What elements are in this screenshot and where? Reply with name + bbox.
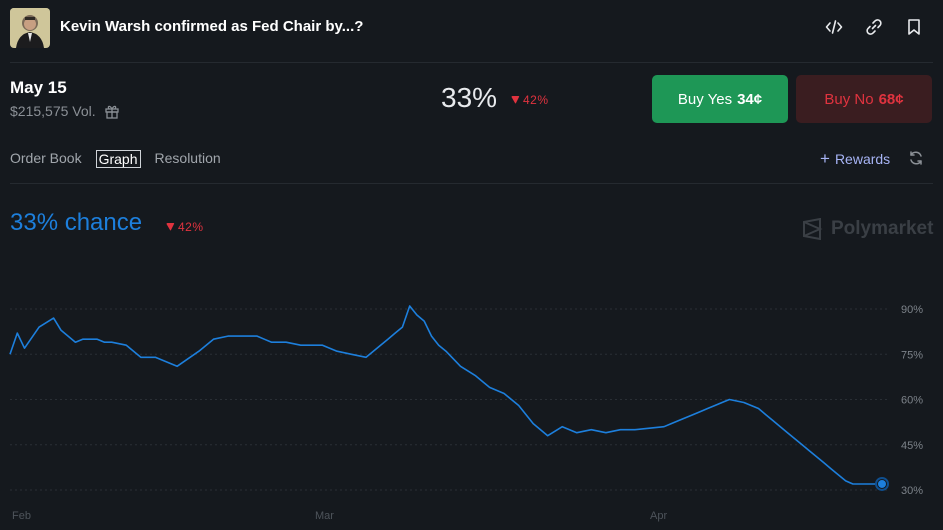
outcome-volume: $215,575 Vol. bbox=[10, 103, 120, 119]
y-tick-label: 45% bbox=[901, 440, 923, 452]
watermark-text: Polymarket bbox=[831, 218, 934, 239]
down-arrow-icon bbox=[166, 223, 175, 231]
embed-code-icon[interactable] bbox=[824, 17, 844, 37]
current-point-marker[interactable] bbox=[878, 479, 886, 488]
volume-text: $215,575 Vol. bbox=[10, 103, 96, 119]
tab-order-book[interactable]: Order Book bbox=[10, 150, 82, 166]
detail-tabs: Order Book Graph Resolution bbox=[10, 150, 235, 168]
chance-change-value: 42% bbox=[178, 220, 204, 234]
chance-text: 33% chance bbox=[10, 209, 143, 236]
rewards-button[interactable]: + Rewards bbox=[820, 149, 891, 168]
rewards-label: Rewards bbox=[834, 151, 891, 167]
y-tick-label: 75% bbox=[901, 349, 923, 361]
polymarket-watermark: Polymarket bbox=[801, 218, 933, 240]
buy-no-label: Buy No bbox=[824, 90, 874, 108]
market-avatar bbox=[10, 8, 50, 48]
buy-yes-label: Buy Yes bbox=[677, 90, 733, 108]
buy-no-button[interactable]: Buy No 68¢ bbox=[796, 75, 932, 123]
probability-chart[interactable]: 90% 75% 60% 45% 30% Feb Mar Apr bbox=[0, 290, 943, 530]
tab-graph[interactable]: Graph bbox=[95, 150, 141, 168]
buy-no-price: 68¢ bbox=[878, 90, 904, 108]
buy-yes-price: 34¢ bbox=[737, 90, 763, 108]
x-tick-label: Apr bbox=[650, 510, 667, 522]
market-header: Kevin Warsh confirmed as Fed Chair by...… bbox=[0, 0, 943, 56]
outcome-change: 42% bbox=[511, 93, 549, 107]
outcome-change-value: 42% bbox=[523, 93, 549, 107]
polymarket-logo-icon bbox=[803, 218, 823, 240]
down-arrow-icon bbox=[511, 96, 520, 104]
header-divider bbox=[10, 62, 933, 63]
y-tick-label: 30% bbox=[901, 485, 923, 497]
x-tick-label: Mar bbox=[315, 510, 334, 522]
plus-icon: + bbox=[820, 149, 830, 168]
portrait-image bbox=[10, 8, 50, 48]
tab-resolution[interactable]: Resolution bbox=[154, 150, 221, 166]
buy-yes-button[interactable]: Buy Yes 34¢ bbox=[652, 75, 788, 123]
outcome-name: May 15 bbox=[10, 78, 67, 97]
refresh-icon[interactable] bbox=[908, 150, 926, 168]
market-title: Kevin Warsh confirmed as Fed Chair by...… bbox=[60, 18, 364, 35]
probability-series-line bbox=[9, 305, 882, 485]
bookmark-icon[interactable] bbox=[904, 17, 924, 37]
chance-change: 42% bbox=[166, 220, 204, 234]
x-tick-label: Feb bbox=[12, 510, 31, 522]
outcome-probability: 33% bbox=[441, 82, 498, 113]
tabs-divider bbox=[10, 183, 933, 184]
link-icon[interactable] bbox=[864, 17, 884, 37]
y-tick-label: 60% bbox=[901, 395, 923, 407]
y-tick-label: 90% bbox=[901, 304, 923, 316]
gift-icon[interactable] bbox=[104, 103, 120, 119]
